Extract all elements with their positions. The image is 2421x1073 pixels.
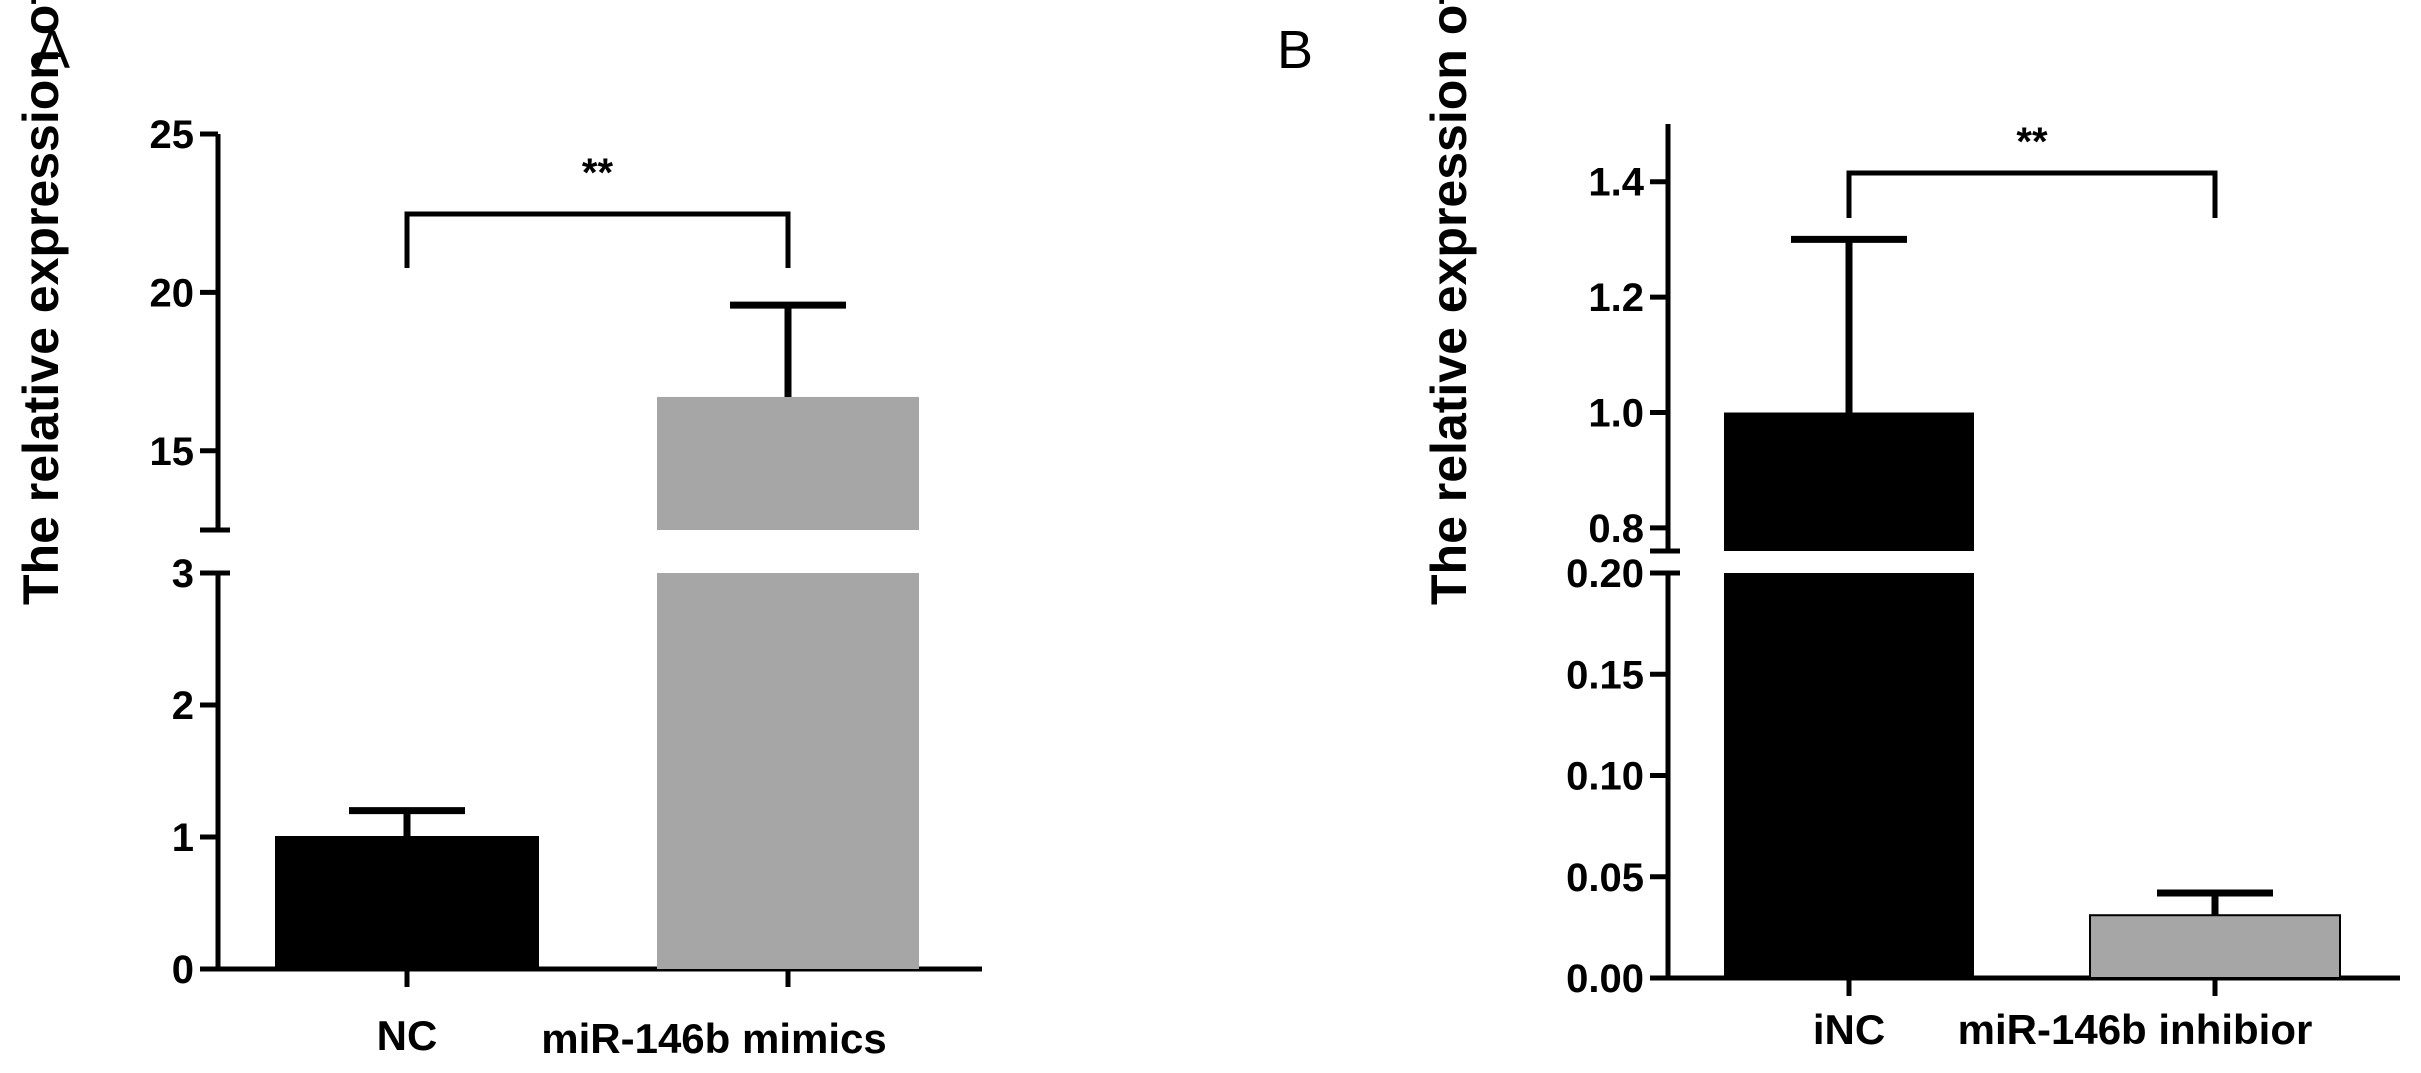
panel-a-bar-2-lower-segment (657, 573, 919, 969)
panel-b-y-tick-label-lower: 0.05 (1566, 856, 1644, 900)
panel-b-y-tick-label-upper: 1.2 (1588, 276, 1644, 320)
panel-b: B The relative expression of miR-146b 0.… (1277, 0, 2400, 1053)
panel-b-y-axis-title: The relative expression of miR-146b (1421, 0, 1477, 605)
panel-a-significance-bracket (404, 211, 791, 268)
panel-a-significance-label: ** (582, 151, 614, 195)
panel-b-y-tick-label-lower: 0.10 (1566, 755, 1644, 799)
panel-b-category-label-1: iNC (1813, 1006, 1885, 1053)
panel-b-y-tick-label-lower: 0.15 (1566, 653, 1644, 697)
panel-a-y-tick-label-upper: 25 (150, 113, 195, 157)
panel-a-y-tick-label-lower: 1 (172, 816, 194, 860)
panel-a-y-tick-label-upper: 15 (150, 430, 195, 474)
panel-b-bar-1-lower-segment (1724, 573, 1974, 978)
panel-b-y-tick-label-upper: 1.0 (1588, 392, 1644, 436)
panel-a-y-tick-label-lower: 3 (172, 552, 194, 596)
panel-a-category-label-2: miR-146b mimics (541, 1015, 886, 1062)
panel-a: A The relative expression of miR-146b 0 1… (13, 0, 982, 1062)
panel-b-significance-label: ** (2016, 120, 2048, 164)
panel-a-category-label-1: NC (377, 1012, 438, 1059)
panel-b-letter: B (1277, 20, 1313, 80)
panel-b-bar-2 (2089, 914, 2341, 979)
panel-a-letter: A (34, 20, 70, 80)
panel-b-category-label-2: miR-146b inhibior (1958, 1006, 2313, 1053)
panel-a-y-tick-label-lower: 0 (172, 948, 194, 992)
panel-a-y-tick-label-lower: 2 (172, 684, 194, 728)
panel-b-y-tick-label-upper: 1.4 (1588, 161, 1644, 205)
panel-a-y-axis-title: The relative expression of miR-146b (13, 0, 69, 605)
panel-b-y-tick-label-lower: 0.00 (1566, 957, 1644, 1001)
panel-b-significance-bracket (1846, 170, 2218, 218)
panel-a-bar-1 (275, 836, 539, 970)
panel-a-y-tick-label-upper: 20 (150, 271, 195, 315)
panel-b-y-tick-label-lower: 0.20 (1566, 552, 1644, 596)
panel-a-bar-2-upper-segment (657, 396, 919, 530)
panel-b-bar-1-upper-segment (1724, 412, 1974, 551)
panel-b-y-tick-label-upper: 0.8 (1588, 507, 1644, 551)
